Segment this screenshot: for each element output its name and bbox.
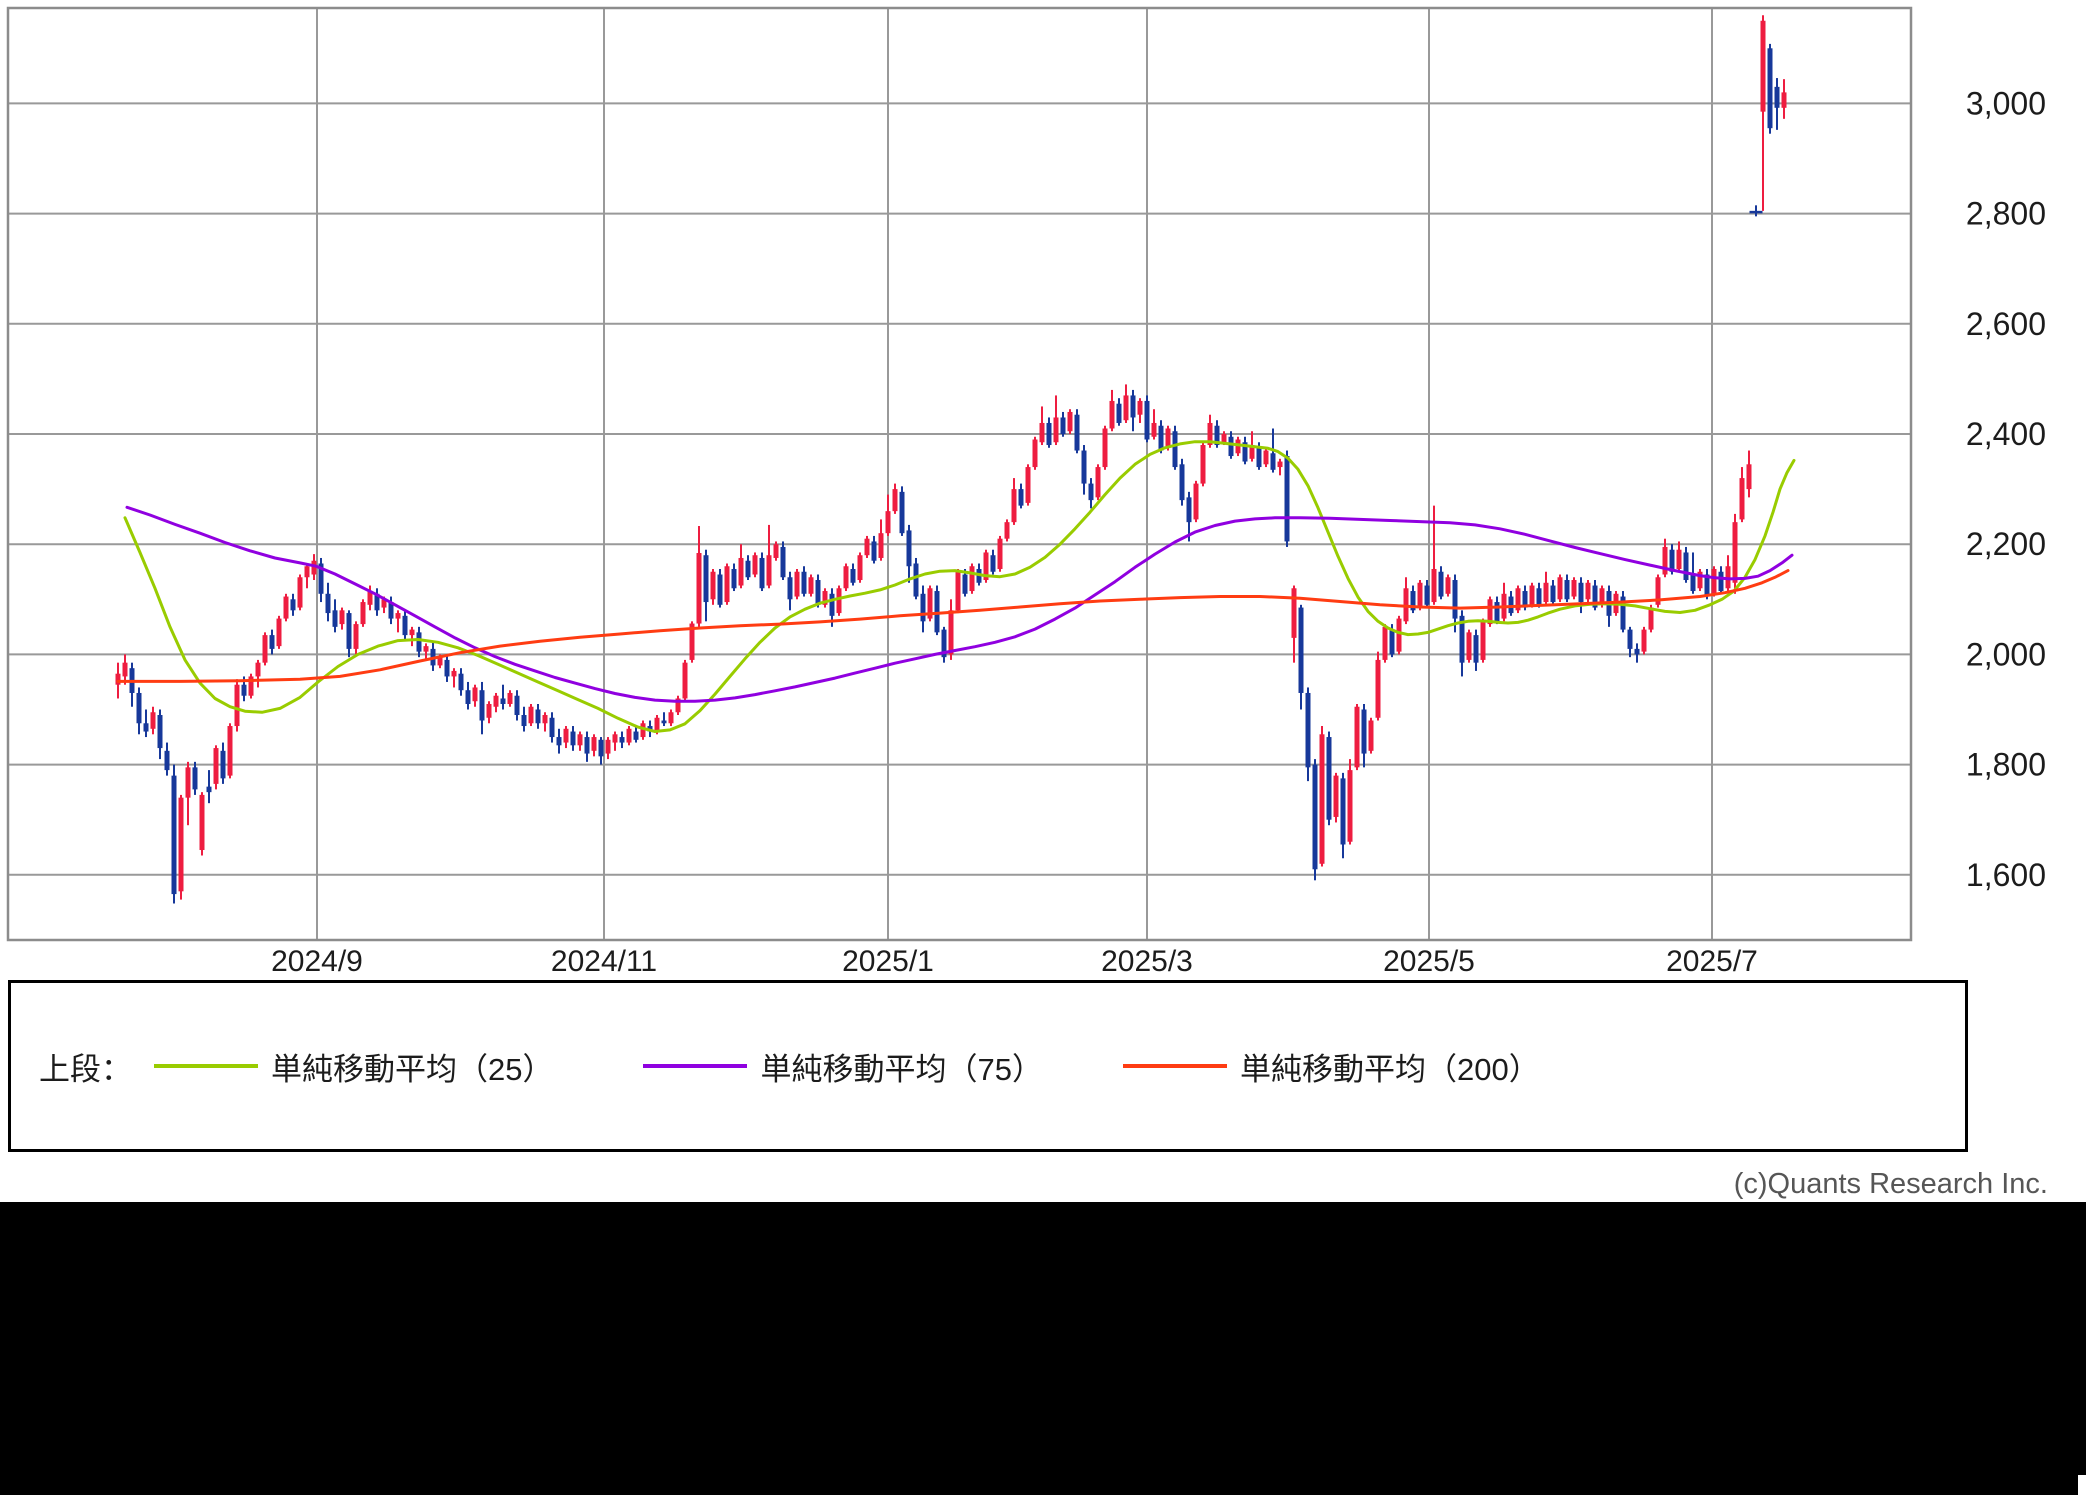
price-chart: 3,000 2,800 2,600 2,400 2,200 2,000 1,800 1,600… [6,6,2046,978]
legend-label-sma75: 単純移動平均（75） [760,1051,1043,1087]
legend-label-sma25: 単純移動平均（25） [271,1051,554,1087]
x-tick-label: 2024/11 [551,945,657,978]
y-tick-label: 1,600 [1966,857,2046,893]
y-tick-label: 2,800 [1966,196,2046,232]
y-tick-label: 2,000 [1966,636,2046,672]
plot-border [6,6,1913,942]
legend-item-sma200: 単純移動平均（200） [1122,1044,1540,1089]
candles [115,15,1787,904]
y-tick-label: 2,400 [1966,416,2046,452]
sma200-line-swatch [1122,1064,1227,1068]
y-tick-label: 2,600 [1966,306,2046,342]
y-axis-labels: 3,000 2,800 2,600 2,400 2,200 2,000 1,800 1,600 [1966,85,2046,892]
x-tick-label: 2025/3 [1101,945,1193,978]
legend-item-sma75: 単純移動平均（75） [643,1044,1043,1089]
x-tick-label: 2025/7 [1666,945,1758,978]
sma25-line [123,440,1796,733]
y-tick-label: 3,000 [1966,85,2046,121]
x-axis-labels: 2024/9 2024/11 2025/1 2025/3 2025/5 2025/7 [271,945,1758,978]
x-tick-label: 2025/5 [1383,945,1475,978]
y-tick-label: 1,800 [1966,747,2046,783]
sma200-line [116,569,1790,683]
legend: 上段： 単純移動平均（25） 単純移動平均（75） 単純移動平均（200） [8,980,1968,1152]
legend-label-sma200: 単純移動平均（200） [1239,1051,1540,1087]
sma75-line [125,505,1794,703]
sma25-line-swatch [154,1064,258,1068]
x-tick-label: 2025/1 [842,945,934,978]
legend-item-sma25: 単純移動平均（25） [154,1044,553,1089]
bottom-right-notch [2078,1475,2086,1495]
bottom-black-bar [0,1202,2086,1495]
x-tick-label: 2024/9 [271,945,363,978]
legend-prefix: 上段： [39,1051,132,1087]
y-tick-label: 2,200 [1966,526,2046,562]
sma75-line-swatch [643,1064,748,1068]
copyright-text: (c)Quants Research Inc. [1733,1168,2048,1200]
gridlines [8,8,1911,940]
